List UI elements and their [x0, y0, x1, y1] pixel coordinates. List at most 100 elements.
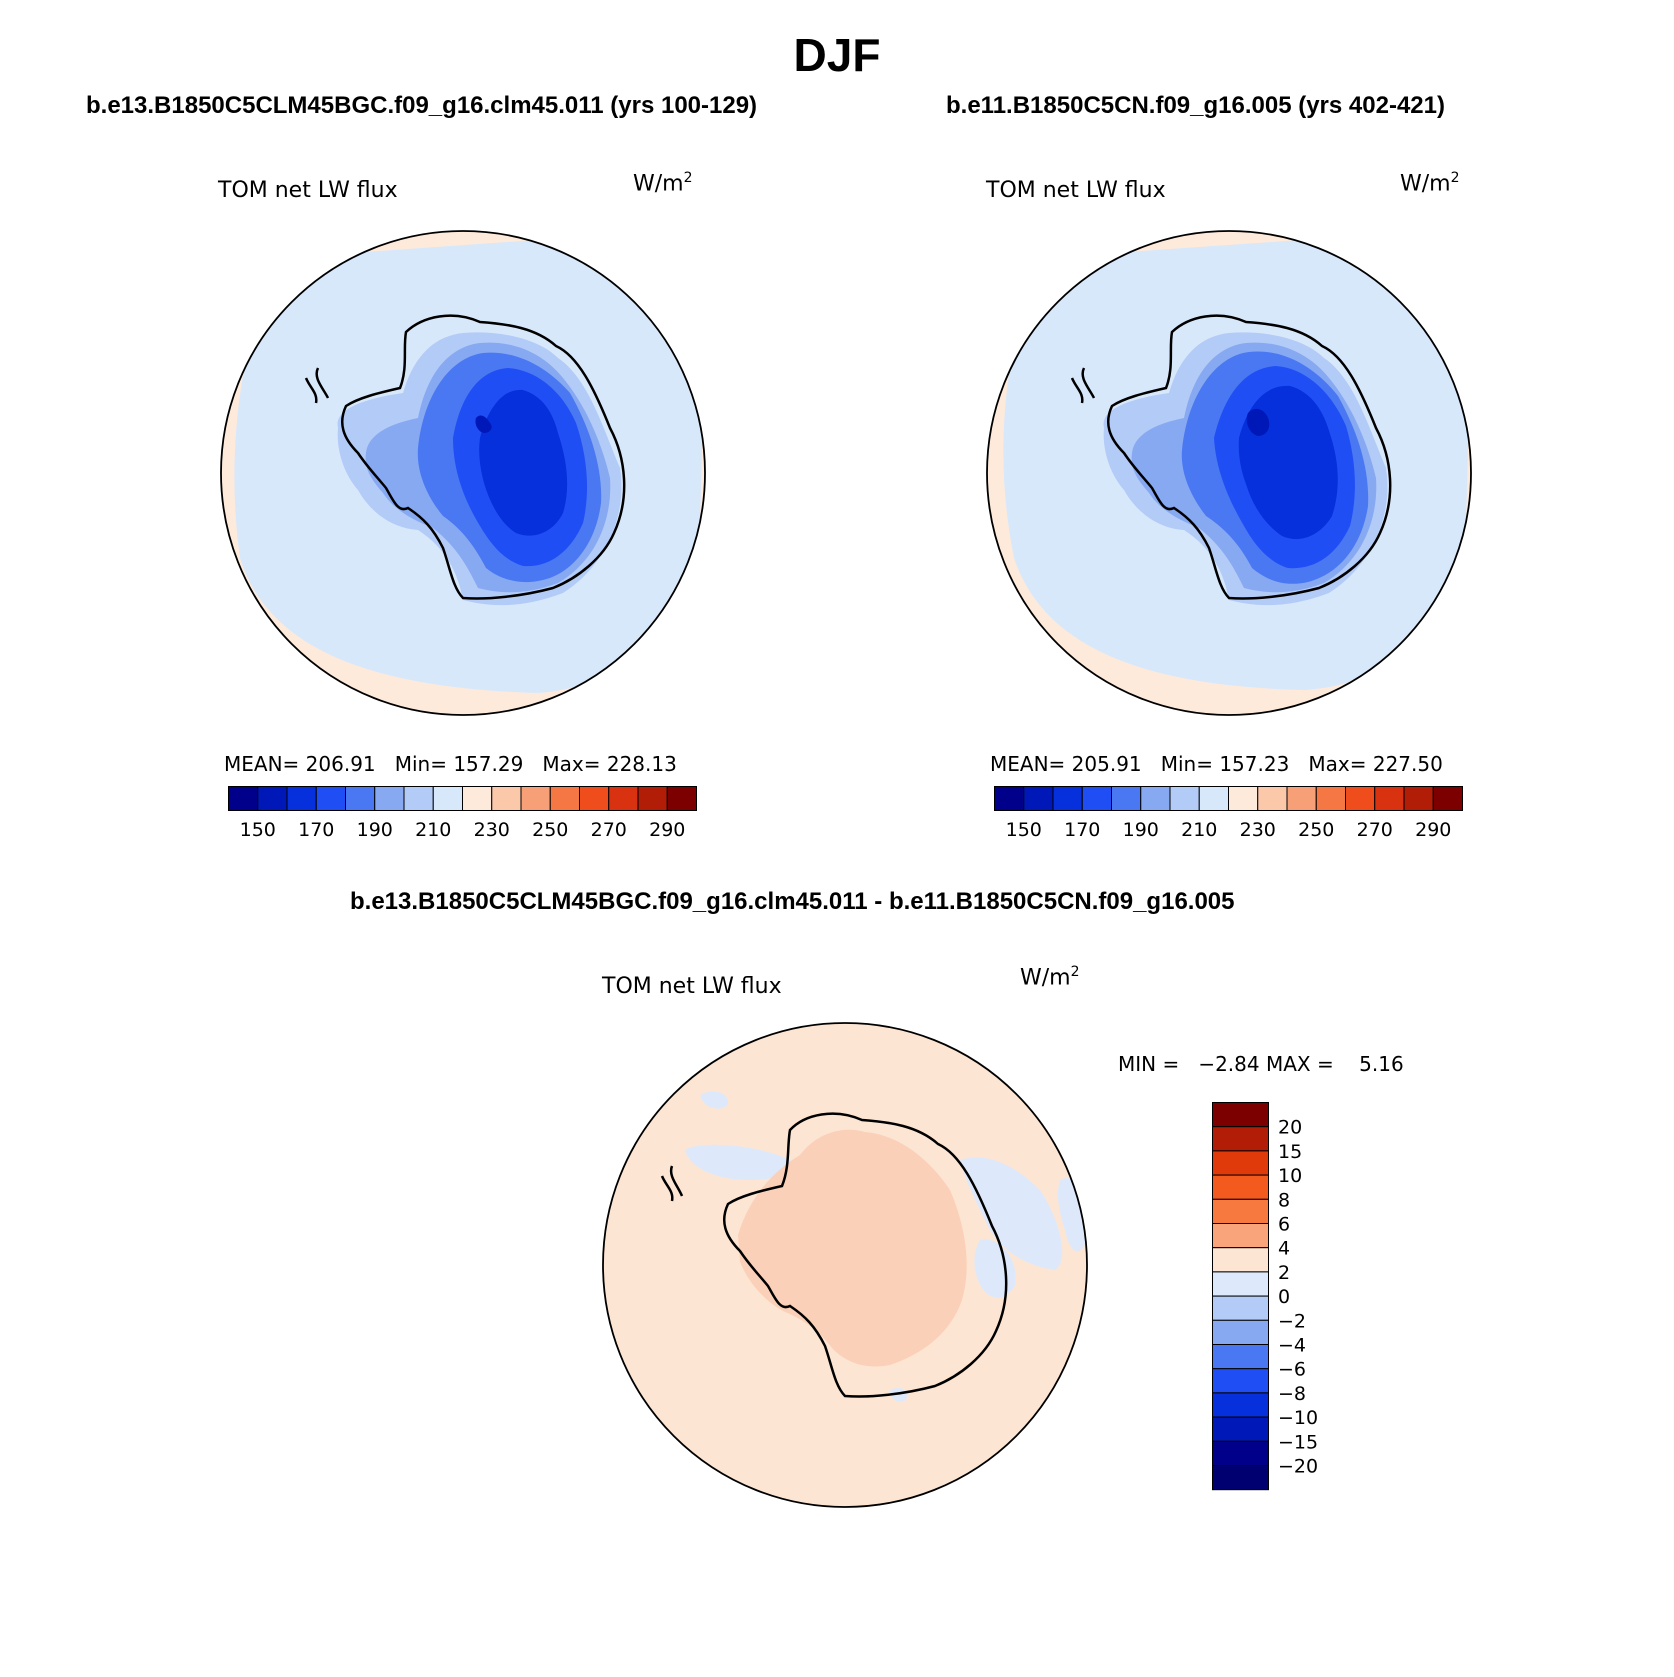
colorbar-box	[1212, 1174, 1269, 1200]
colorbar-box	[1023, 786, 1054, 811]
colorbar-box	[1212, 1198, 1269, 1225]
colorbar-label: 8	[1278, 1189, 1290, 1211]
colorbar-label: −8	[1278, 1383, 1306, 1405]
colorbar-box	[1286, 786, 1317, 811]
colorbar-box	[520, 786, 551, 811]
min-label: Min=	[394, 752, 447, 776]
colorbar-label: 20	[1278, 1117, 1302, 1139]
colorbar-label: −6	[1278, 1359, 1306, 1381]
colorbar-label: 250	[1298, 819, 1334, 841]
colorbar-label: 190	[357, 819, 393, 841]
panel-2-case-title: b.e11.B1850C5CN.f09_g16.005 (yrs 402-421…	[946, 92, 1445, 119]
colorbar-box	[228, 786, 259, 811]
panel-2-map	[986, 230, 1472, 716]
colorbar-box	[286, 786, 317, 811]
colorbar-box	[1212, 1247, 1269, 1273]
colorbar-box	[462, 786, 493, 811]
colorbar-box	[403, 786, 434, 811]
colorbar-label: 270	[591, 819, 627, 841]
colorbar-label: 190	[1123, 819, 1159, 841]
panel-2-variable-label: TOM net LW flux	[986, 178, 1166, 203]
min-value: 157.29	[453, 752, 524, 776]
max-label: Max=	[1308, 752, 1367, 776]
colorbar-label: −2	[1278, 1310, 1306, 1332]
colorbar-box	[1198, 786, 1229, 811]
colorbar-box	[1212, 1416, 1269, 1442]
panel-1-coastline	[341, 314, 626, 600]
units-text: W/m	[1020, 965, 1071, 991]
colorbar-box	[374, 786, 405, 811]
colorbar-label: 290	[1415, 819, 1451, 841]
mean-label: MEAN=	[224, 752, 300, 776]
colorbar-label: −10	[1278, 1407, 1318, 1429]
colorbar-label: 6	[1278, 1214, 1290, 1236]
colorbar-label: 10	[1278, 1165, 1302, 1187]
panel-1-stats: MEAN= 206.91 Min= 157.29 Max= 228.13	[224, 752, 677, 776]
colorbar-box	[1212, 1223, 1269, 1249]
panel-1-antarctica	[337, 332, 622, 606]
panel-2-map-border	[986, 230, 1472, 716]
colorbar-box	[1315, 786, 1346, 811]
mean-value: 206.91	[305, 752, 376, 776]
panel-1-peninsula-islands	[304, 367, 330, 404]
diff-negative-patches	[685, 1091, 1087, 1402]
colorbar-box	[994, 786, 1025, 811]
colorbar-box	[1228, 786, 1259, 811]
colorbar-box	[432, 786, 463, 811]
colorbar-box	[637, 786, 668, 811]
colorbar-box	[1212, 1344, 1269, 1370]
units-text: W/m	[1400, 171, 1451, 197]
colorbar-box	[1081, 786, 1112, 811]
colorbar-label: 230	[1240, 819, 1276, 841]
panel-1-case-title: b.e13.B1850C5CLM45BGC.f09_g16.clm45.011 …	[86, 92, 758, 119]
min-value: 157.23	[1219, 752, 1290, 776]
colorbar-label: 4	[1278, 1238, 1290, 1260]
colorbar-box	[1212, 1368, 1269, 1394]
colorbar-label: 170	[1064, 819, 1100, 841]
colorbar-box	[1212, 1271, 1269, 1297]
colorbar-label: 270	[1357, 819, 1393, 841]
colorbar-box	[1212, 1319, 1269, 1346]
diff-max-label: MAX =	[1265, 1052, 1334, 1076]
diff-coastline	[723, 1112, 1008, 1398]
colorbar-box	[1212, 1126, 1269, 1152]
diff-title: b.e13.B1850C5CLM45BGC.f09_g16.clm45.011 …	[350, 888, 1235, 915]
max-value: 227.50	[1372, 752, 1443, 776]
max-label: Max=	[542, 752, 601, 776]
units-exponent: 2	[683, 170, 693, 186]
colorbar-label: 150	[240, 819, 276, 841]
max-value: 228.13	[606, 752, 677, 776]
colorbar-label: 210	[415, 819, 451, 841]
colorbar-box	[1212, 1150, 1269, 1176]
colorbar-box	[666, 786, 697, 811]
colorbar-box	[1374, 786, 1405, 811]
diff-positive-interior	[738, 1129, 967, 1367]
mean-value: 205.91	[1071, 752, 1142, 776]
colorbar-box	[491, 786, 522, 811]
panel-1-map-border	[220, 230, 706, 716]
panel-1-variable-label: TOM net LW flux	[218, 178, 398, 203]
colorbar-box	[1403, 786, 1434, 811]
diff-map	[602, 1022, 1088, 1508]
units-exponent: 2	[1070, 964, 1080, 980]
colorbar-label: 150	[1006, 819, 1042, 841]
panel-2-stats: MEAN= 205.91 Min= 157.23 Max= 227.50	[990, 752, 1443, 776]
colorbar-label: 2	[1278, 1262, 1290, 1284]
diff-min-max: MIN = −2.84 MAX = 5.16	[1118, 1052, 1404, 1076]
colorbar-label: 250	[532, 819, 568, 841]
mean-label: MEAN=	[990, 752, 1066, 776]
diff-peninsula-islands	[660, 1165, 684, 1202]
colorbar-label: 210	[1181, 819, 1217, 841]
colorbar-label: 230	[474, 819, 510, 841]
colorbar-box	[1212, 1392, 1269, 1418]
panel-2-peninsula-islands	[1070, 367, 1096, 404]
colorbar-box	[1257, 786, 1288, 811]
colorbar-box	[608, 786, 639, 811]
colorbar-label: 170	[298, 819, 334, 841]
diff-variable-label: TOM net LW flux	[602, 974, 782, 999]
colorbar-box	[1140, 786, 1171, 811]
colorbar-label: −15	[1278, 1431, 1318, 1453]
panel-2-colorbar: 150 170 190 210 230 250 270 290	[994, 786, 1463, 841]
colorbar-label: −4	[1278, 1335, 1306, 1357]
panel-1-map	[220, 230, 706, 716]
